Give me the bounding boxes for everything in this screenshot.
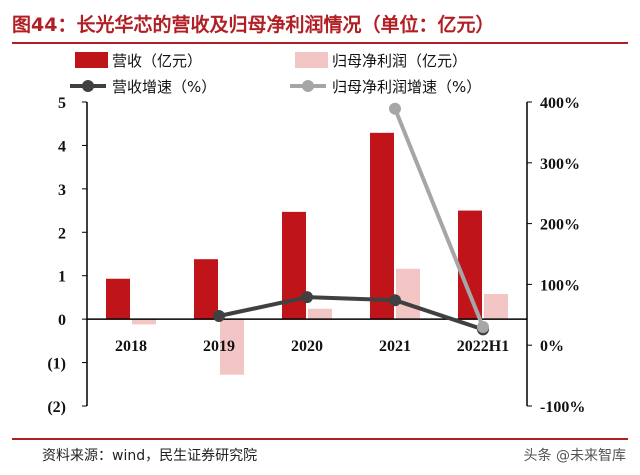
revenue-growth-point <box>389 294 401 307</box>
legend-revenue-growth-marker <box>82 80 94 92</box>
legend-revenue-growth-label: 营收增速（%） <box>112 78 216 96</box>
lines-layer <box>213 102 489 336</box>
left-tick-label: 5 <box>58 95 66 112</box>
legend-revenue-swatch <box>75 52 108 68</box>
source-note: 资料来源：wind，民生证券研究院 <box>42 448 258 464</box>
profit-bar-2019 <box>220 319 244 375</box>
right-tick-label: -100% <box>540 399 585 416</box>
right-tick-label: 0% <box>540 338 564 355</box>
revenue-growth-point <box>301 291 313 304</box>
revenue-bar-2022H1 <box>458 210 482 320</box>
legend: 营收（亿元） 归母净利润（亿元） 营收增速（%） 归母净利润增速（%） <box>70 52 481 96</box>
profit-bar-2020 <box>308 308 332 320</box>
revenue-growth-line <box>218 295 484 332</box>
category-label: 2020 <box>291 338 323 355</box>
legend-profit-growth-marker <box>302 80 314 92</box>
chart-title: 图44：长光华芯的营收及归母净利润情况（单位：亿元） <box>12 14 495 36</box>
profit-growth-point <box>477 320 489 333</box>
legend-profit-label: 归母净利润（亿元） <box>332 52 467 70</box>
tick-labels-layer: (2) (1) 0 1 2 3 4 5 -100% 0% 100% 200% 300% 400% 2018 2… <box>47 95 585 416</box>
legend-revenue-label: 营收（亿元） <box>112 52 202 70</box>
revenue-growth-point <box>213 310 225 323</box>
revenue-bar-2018 <box>106 278 130 320</box>
left-tick-label: 4 <box>58 138 66 155</box>
category-label: 2018 <box>115 338 147 355</box>
left-tick-label: 3 <box>58 182 66 199</box>
footer-rule <box>12 438 628 440</box>
left-tick-label: (1) <box>47 356 66 373</box>
title-rule <box>12 42 628 44</box>
right-tick-label: 100% <box>540 277 580 294</box>
left-tick-label: 1 <box>58 269 66 286</box>
legend-profit-growth-label: 归母净利润增速（%） <box>332 78 481 96</box>
profit-growth-point <box>389 102 401 115</box>
right-tick-label: 200% <box>540 217 580 234</box>
right-tick-label: 400% <box>540 95 580 112</box>
profit-bar-2018 <box>132 319 156 325</box>
profit-bar-2021 <box>396 268 420 320</box>
category-label: 2021 <box>379 338 411 355</box>
left-tick-label: 2 <box>58 225 66 242</box>
revenue-bar-2019 <box>194 259 218 320</box>
category-label: 2022H1 <box>457 338 509 355</box>
left-tick-label: 0 <box>58 312 66 329</box>
right-tick-label: 300% <box>540 156 580 173</box>
category-label: 2019 <box>203 338 235 355</box>
watermark: 头条 @未来智库 <box>523 448 626 464</box>
profit-bar-2022H1 <box>484 293 508 320</box>
profit-growth-line <box>393 107 485 328</box>
left-tick-label: (2) <box>47 399 66 416</box>
revenue-bar-2021 <box>370 132 394 320</box>
bars-layer <box>106 132 508 375</box>
legend-profit-swatch <box>295 52 328 68</box>
